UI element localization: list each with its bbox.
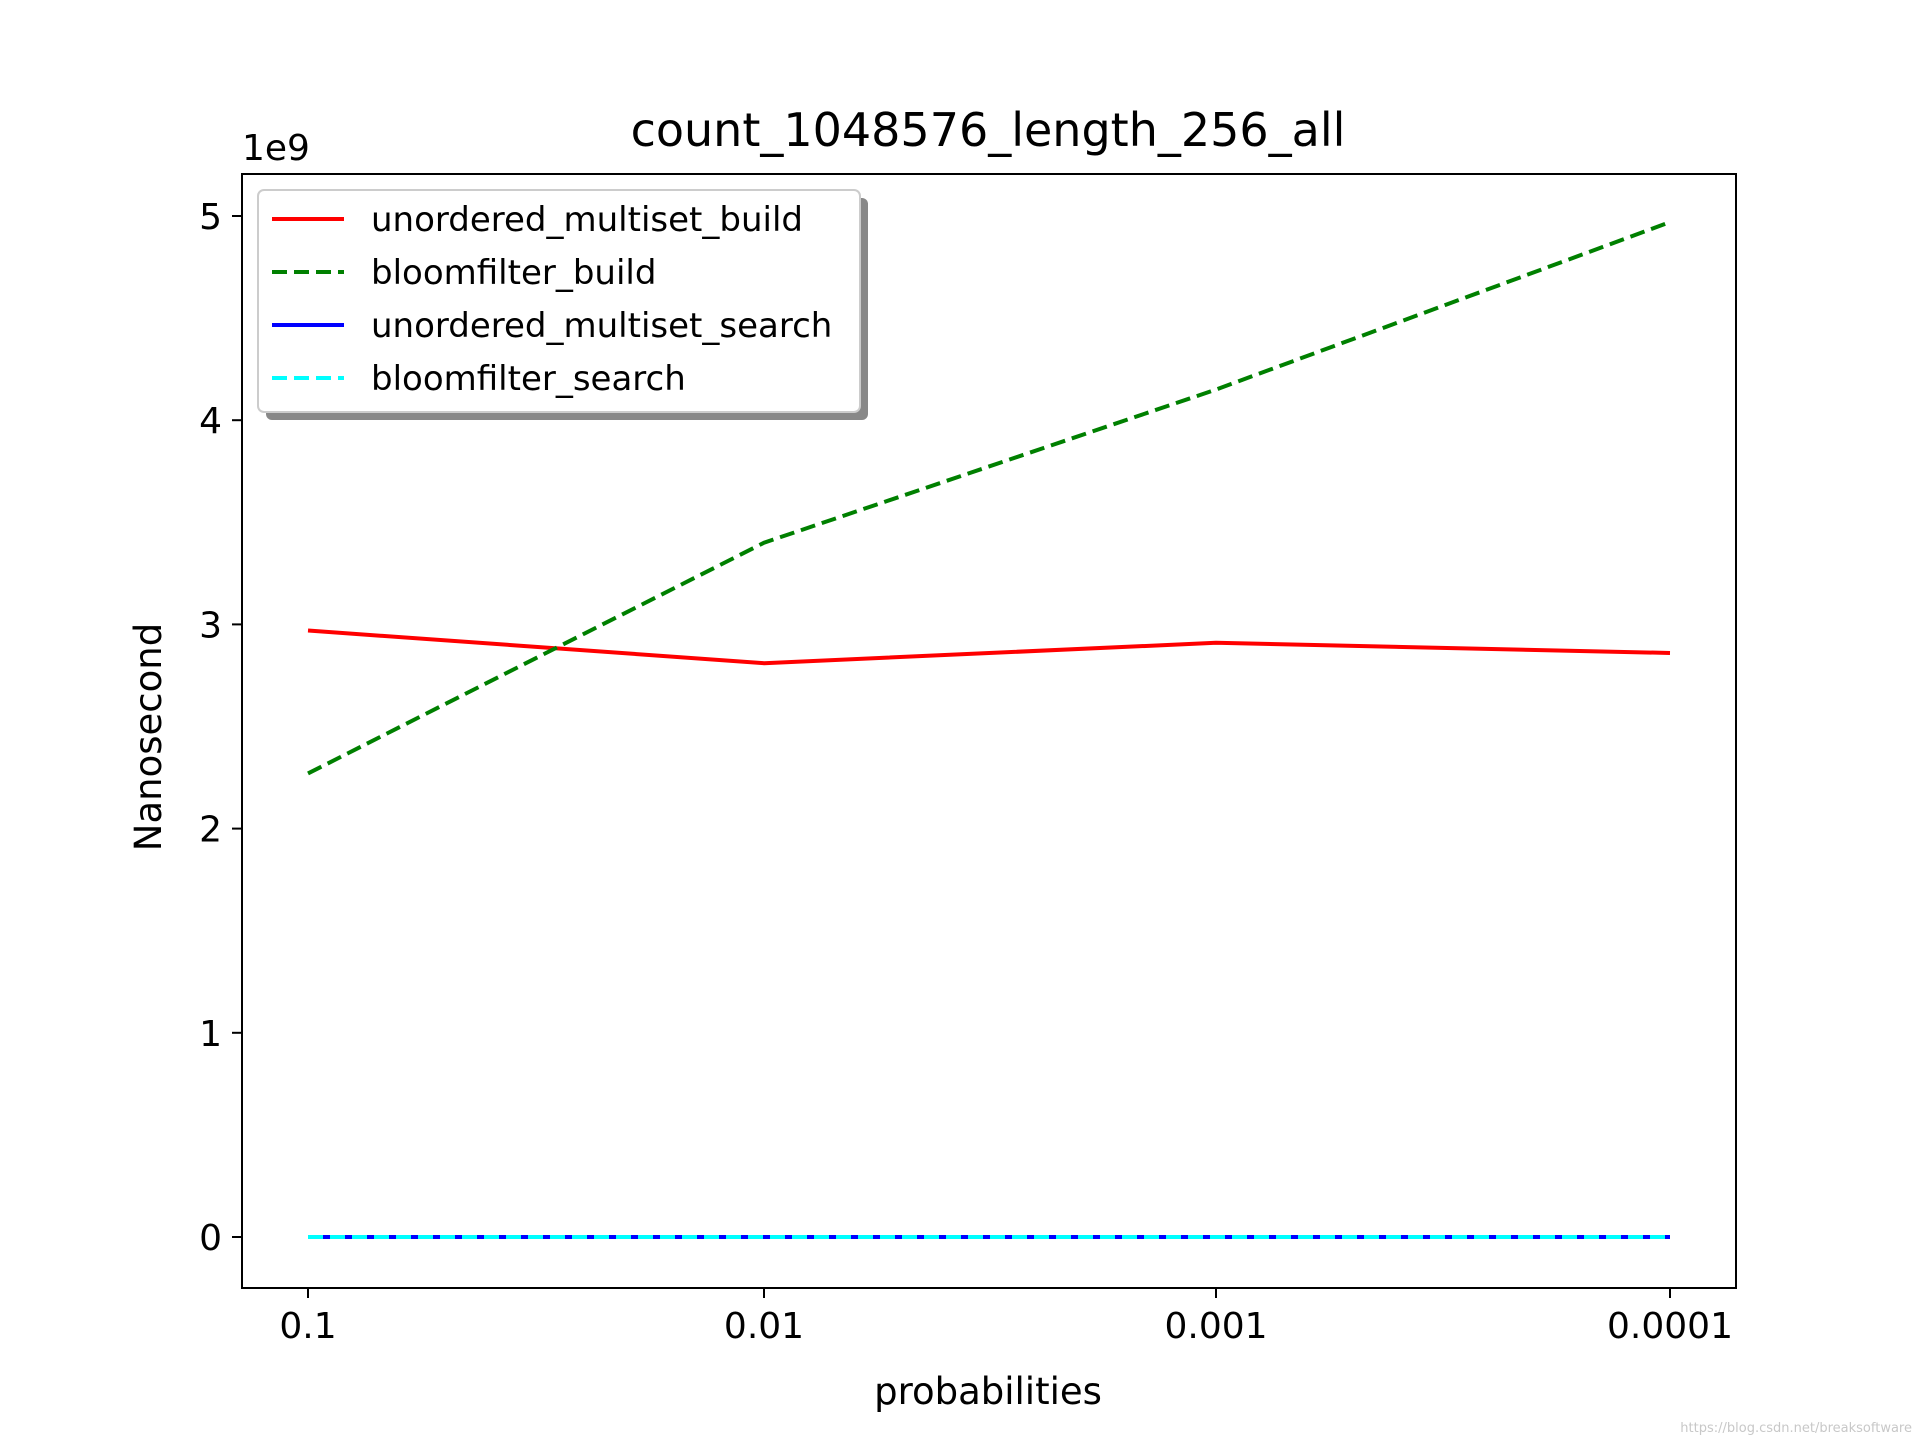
- x-tick-label: 0.01: [724, 1306, 804, 1347]
- plot-frame: [241, 173, 1737, 1289]
- series-line-bloomfilter_build: [307, 220, 1671, 776]
- x-axis-label: probabilities: [874, 1370, 1102, 1413]
- y-tick-label: 2: [199, 810, 222, 851]
- legend-box: [257, 189, 861, 413]
- y-scale-label: 1e9: [242, 128, 310, 169]
- watermark: https://blog.csdn.net/breaksoftware: [1680, 1421, 1912, 1436]
- y-tick-label: 5: [199, 197, 222, 238]
- chart-title: count_1048576_length_256_all: [631, 103, 1346, 157]
- x-tick-label: 0.001: [1164, 1306, 1267, 1347]
- x-axis: 0.1 0.01 0.001 0.0001: [279, 1288, 1733, 1347]
- y-tick-label: 4: [199, 401, 222, 442]
- plot-series: [307, 220, 1671, 1239]
- y-axis: 0 1 2 3 4 5: [199, 197, 242, 1259]
- legend: unordered_multiset_build bloomfilter_buil…: [257, 189, 868, 420]
- legend-label: unordered_multiset_search: [371, 306, 832, 346]
- legend-label: bloomfilter_build: [371, 253, 656, 293]
- series-line-unordered_multiset_build: [307, 628, 1671, 666]
- y-tick-label: 0: [199, 1218, 222, 1259]
- legend-label: bloomfilter_search: [371, 359, 686, 399]
- x-tick-label: 0.0001: [1607, 1306, 1733, 1347]
- y-axis-label: Nanosecond: [127, 623, 170, 851]
- y-tick-label: 1: [199, 1014, 222, 1055]
- legend-label: unordered_multiset_build: [371, 200, 803, 240]
- x-tick-label: 0.1: [279, 1306, 336, 1347]
- y-tick-label: 3: [199, 605, 222, 646]
